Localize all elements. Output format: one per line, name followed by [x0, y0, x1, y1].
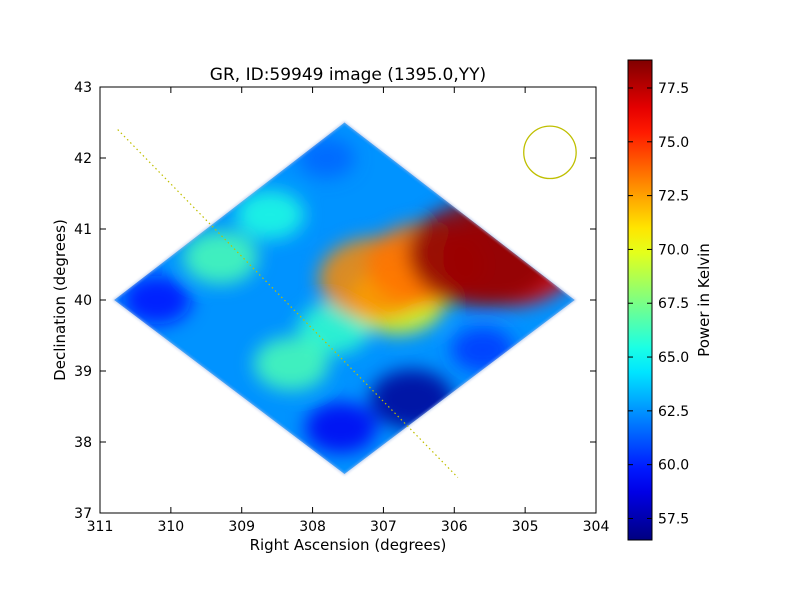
x-tick-label: 306 [441, 519, 468, 535]
y-axis-label: Declination (degrees) [51, 219, 69, 381]
x-tick-label: 310 [157, 519, 184, 535]
y-tick-label: 42 [74, 151, 92, 167]
y-tick-label: 37 [74, 506, 92, 522]
colorbar-tick-label: 72.5 [658, 189, 689, 205]
colorbar: 57.5 60.0 62.5 65.0 67.5 70.0 72.5 75.0 77.5 Pow… [627, 59, 713, 541]
x-tick-label: 309 [228, 519, 255, 535]
colorbar-tick-label: 77.5 [658, 81, 689, 97]
y-tick-label: 38 [74, 435, 92, 451]
colorbar-label: Power in Kelvin [695, 243, 713, 357]
footprint-edge [112, 121, 577, 476]
y-tick-label: 41 [74, 222, 92, 238]
x-tick-label: 307 [370, 519, 397, 535]
heat-cell [182, 230, 258, 285]
x-tick-label: 308 [299, 519, 326, 535]
colorbar-bar [627, 59, 653, 541]
x-tick-label: 304 [583, 519, 610, 535]
colorbar-tick-label: 67.5 [658, 296, 689, 312]
colorbar-ticks: 57.5 60.0 62.5 65.0 67.5 70.0 72.5 75.0 77.5 [628, 81, 689, 527]
heat-cell [253, 337, 329, 391]
y-tick-label: 40 [74, 293, 92, 309]
colorbar-tick-label: 65.0 [658, 350, 689, 366]
y-tick-label: 39 [74, 364, 92, 380]
heat-cell [122, 275, 192, 325]
heat-cell [235, 190, 305, 240]
beam-circle [523, 125, 577, 180]
colorbar-tick-label: 57.5 [658, 511, 689, 527]
x-tick-label: 305 [512, 519, 539, 535]
colorbar-tick-label: 60.0 [658, 458, 689, 474]
scan-line [117, 129, 459, 478]
colorbar-tick-label: 75.0 [658, 135, 689, 151]
x-axis-label: Right Ascension (degrees) [250, 536, 447, 554]
x-tick-label: 311 [87, 519, 114, 535]
colorbar-tick-label: 70.0 [658, 242, 689, 258]
heatmap-blobs [122, 137, 575, 454]
y-axis: 37 38 39 40 41 42 43 [74, 80, 596, 522]
x-axis: 311 310 309 308 307 306 305 304 [87, 87, 610, 535]
y-tick-label: 43 [74, 80, 92, 96]
chart-title: GR, ID:59949 image (1395.0,YY) [210, 65, 486, 85]
colorbar-tick-label: 62.5 [658, 404, 689, 420]
heat-cell [304, 402, 377, 454]
